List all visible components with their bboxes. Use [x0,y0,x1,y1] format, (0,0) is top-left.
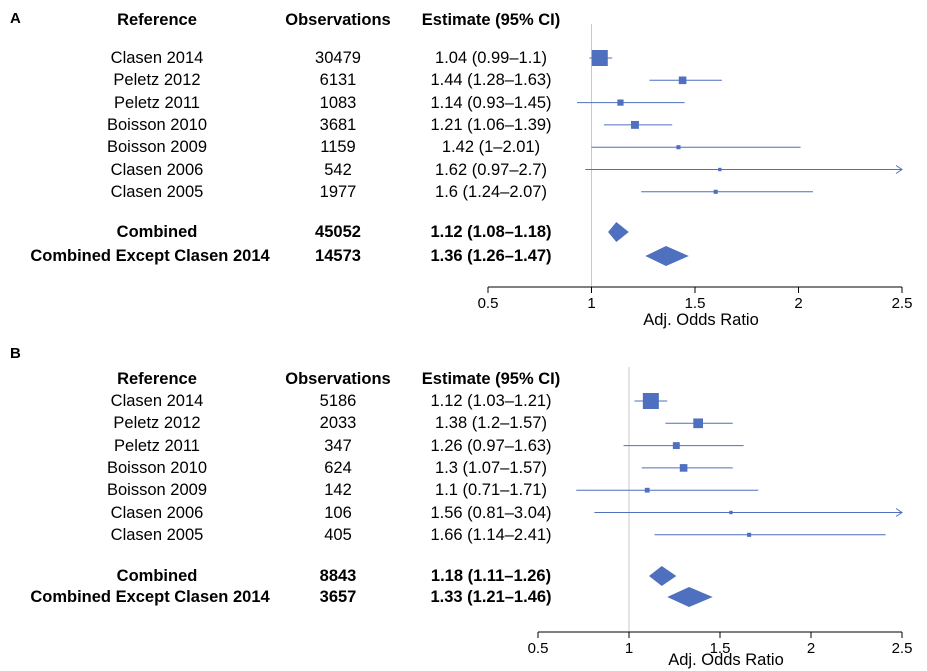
row-reference: Boisson 2009 [107,481,207,500]
header-estimate: Estimate (95% CI) [421,370,561,388]
row-observations: 542 [324,160,352,179]
row-estimate: 1.3 (1.07–1.57) [435,458,547,477]
combined-estimate: 1.12 (1.08–1.18) [430,223,552,241]
row-reference: Peletz 2011 [114,436,200,455]
x-tick-label: 0.5 [528,640,549,657]
point-estimate-square [617,99,624,106]
row-observations: 30479 [315,49,361,67]
point-estimate-square [693,418,704,429]
panel-letter: B [10,345,21,362]
forest-plot-a: 0.5 1 1.5 2 2.5 Adj. Odds Ratio [478,24,913,329]
panel-letter: A [10,10,21,27]
combined-reference: Combined Except Clasen 2014 [30,588,270,606]
combined-observations: 3657 [319,588,357,606]
forest-panel-a: A Reference Observations Estimate (95% C… [0,0,927,335]
point-estimate-square [747,532,752,537]
row-reference: Peletz 2012 [113,414,201,433]
row-reference: Peletz 2012 [113,71,201,90]
point-estimate-square [642,393,659,409]
point-estimate-square [678,76,687,85]
point-estimate-square [713,189,718,194]
header-reference: Reference [117,370,197,388]
row-estimate: 1.21 (1.06–1.39) [430,115,552,134]
row-observations: 1083 [319,93,357,112]
row-estimate: 1.26 (0.97–1.63) [430,436,552,455]
row-estimate: 1.6 (1.24–2.07) [435,182,547,201]
row-reference: Boisson 2009 [107,138,207,157]
row-estimate: 1.42 (1–2.01) [441,138,541,157]
row-estimate: 1.44 (1.28–1.63) [430,71,552,90]
x-tick-label: 2.5 [892,640,913,657]
row-estimate: 1.56 (0.81–3.04) [430,503,552,522]
x-axis-title: Adj. Odds Ratio [668,651,784,669]
x-tick-label: 1 [587,295,595,312]
combined-diamond [645,246,689,266]
ci-overflow-arrow [895,165,903,174]
row-reference: Clasen 2006 [110,160,204,179]
row-observations: 2033 [319,414,357,433]
combined-estimate: 1.18 (1.11–1.26) [430,567,552,585]
point-estimate-square [672,442,680,450]
header-observations: Observations [285,11,391,29]
forest-panel-b: B Reference Observations Estimate (95% C… [0,335,927,671]
x-axis-title: Adj. Odds Ratio [643,311,759,329]
combined-estimate: 1.36 (1.26–1.47) [430,247,552,265]
row-observations: 3681 [319,115,357,134]
row-observations: 142 [324,481,352,500]
combined-observations: 45052 [315,223,361,241]
row-estimate: 1.38 (1.2–1.57) [435,414,547,433]
row-reference: Peletz 2011 [114,93,200,112]
point-estimate-square [676,145,681,150]
ci-overflow-arrow [895,508,903,517]
x-tick-label: 1.5 [685,295,706,312]
row-observations: 5186 [319,392,357,410]
x-tick-label: 2 [794,295,802,312]
row-observations: 6131 [319,71,357,90]
x-tick-label: 1.5 [710,640,731,657]
x-tick-label: 1 [625,640,633,657]
point-estimate-square [729,510,733,515]
row-estimate: 1.66 (1.14–2.41) [430,525,552,544]
row-observations: 106 [324,503,352,522]
combined-reference: Combined Except Clasen 2014 [30,247,270,265]
x-tick-label: 0.5 [478,295,499,312]
row-reference: Clasen 2005 [110,525,204,544]
row-reference: Clasen 2005 [110,182,204,201]
row-reference: Clasen 2014 [110,49,204,67]
combined-diamond [649,566,677,586]
row-estimate: 1.14 (0.93–1.45) [430,93,552,112]
combined-estimate: 1.33 (1.21–1.46) [430,588,552,606]
combined-diamond [667,587,713,607]
row-observations: 1977 [319,182,357,201]
point-estimate-square [631,120,639,129]
combined-reference: Combined [116,567,198,585]
header-reference: Reference [117,11,197,29]
combined-diamond [608,222,629,242]
combined-reference: Combined [116,223,198,241]
row-estimate: 1.62 (0.97–2.7) [435,160,547,179]
row-reference: Boisson 2010 [107,115,207,134]
row-estimate: 1.04 (0.99–1.1) [435,49,547,67]
point-estimate-square [718,167,722,172]
x-tick-label: 2 [807,640,815,657]
forest-plot-b: 0.5 1 1.5 2 2.5 Adj. Odds Ratio [528,367,913,669]
point-estimate-square [679,464,688,472]
header-estimate: Estimate (95% CI) [421,11,561,29]
row-observations: 624 [324,458,352,477]
row-estimate: 1.12 (1.03–1.21) [430,392,552,410]
x-tick-label: 2.5 [892,295,913,312]
row-observations: 1159 [320,138,356,157]
combined-observations: 14573 [315,247,361,265]
row-observations: 405 [324,525,352,544]
row-reference: Boisson 2010 [107,458,207,477]
header-observations: Observations [285,370,391,388]
point-estimate-square [644,487,650,493]
point-estimate-square [591,50,608,66]
row-reference: Clasen 2014 [110,392,204,410]
row-reference: Clasen 2006 [110,503,204,522]
row-observations: 347 [324,436,352,455]
combined-observations: 8843 [319,567,357,585]
row-estimate: 1.1 (0.71–1.71) [435,481,547,500]
